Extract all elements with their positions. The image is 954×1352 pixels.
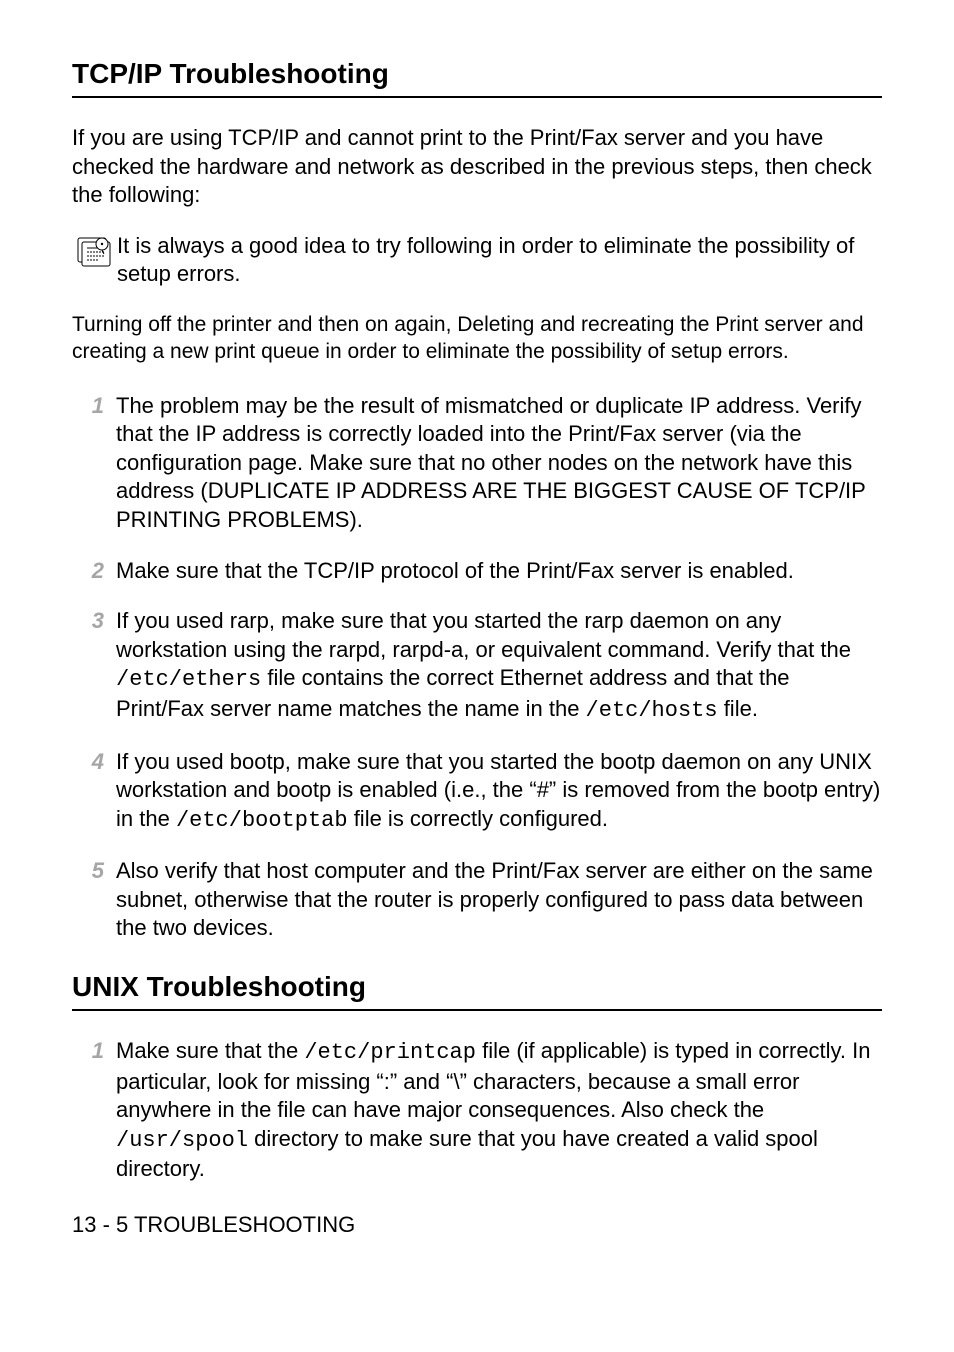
list-item: 3 If you used rarp, make sure that you s… [72,607,882,725]
note-icon [72,232,114,268]
heading-rule [72,1009,882,1011]
text-part: file. [718,696,758,721]
list-item: 1 Make sure that the /etc/printcap file … [72,1037,882,1184]
turning-off-text: Turning off the printer and then on agai… [72,311,882,366]
step-number: 1 [72,392,116,421]
step-number: 3 [72,607,116,636]
code-text: /etc/bootptab [176,808,348,833]
page-footer: 13 - 5 TROUBLESHOOTING [72,1212,882,1238]
list-item: 5 Also verify that host computer and the… [72,857,882,943]
step-text: If you used rarp, make sure that you sta… [116,607,882,725]
list-item: 4 If you used bootp, make sure that you … [72,748,882,836]
list-item: 2 Make sure that the TCP/IP protocol of … [72,557,882,586]
list-item: 1 The problem may be the result of misma… [72,392,882,535]
note-text: It is always a good idea to try followin… [117,232,882,289]
code-text: /etc/printcap [304,1040,476,1065]
intro-paragraph: If you are using TCP/IP and cannot print… [72,124,882,210]
code-text: /usr/spool [116,1128,248,1153]
text-part: Make sure that the [116,1038,304,1063]
heading-rule [72,96,882,98]
step-text: Make sure that the /etc/printcap file (i… [116,1037,882,1184]
step-text: Make sure that the TCP/IP protocol of th… [116,557,882,586]
note-block: It is always a good idea to try followin… [72,232,882,289]
section-heading-unix: UNIX Troubleshooting [72,971,882,1003]
text-part: file is correctly configured. [348,806,608,831]
unix-steps-list: 1 Make sure that the /etc/printcap file … [72,1037,882,1184]
step-number: 4 [72,748,116,777]
step-number: 5 [72,857,116,886]
step-number: 2 [72,557,116,586]
text-part: If you used rarp, make sure that you sta… [116,608,851,662]
code-text: /etc/hosts [586,698,718,723]
step-text: If you used bootp, make sure that you st… [116,748,882,836]
section-heading-tcpip: TCP/IP Troubleshooting [72,58,882,90]
tcpip-steps-list: 1 The problem may be the result of misma… [72,392,882,944]
step-number: 1 [72,1037,116,1066]
step-text: The problem may be the result of mismatc… [116,392,882,535]
code-text: /etc/ethers [116,667,261,692]
step-text: Also verify that host computer and the P… [116,857,882,943]
